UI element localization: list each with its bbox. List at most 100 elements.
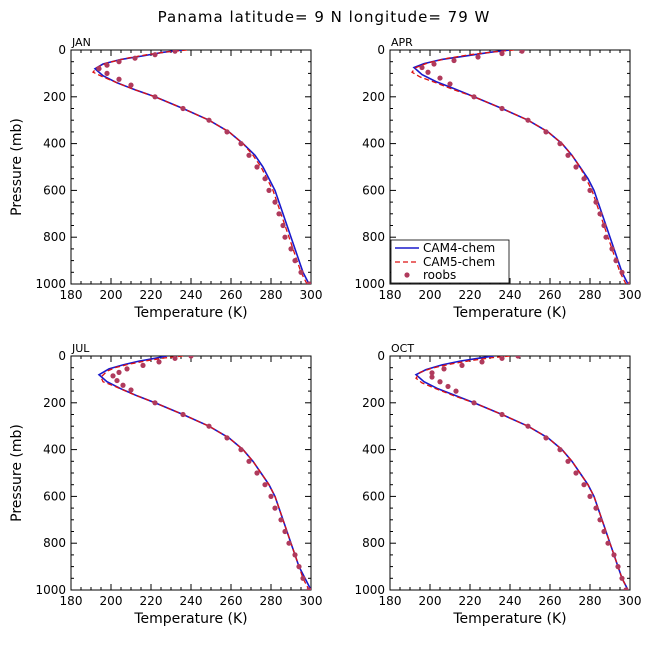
roobs-point bbox=[603, 234, 609, 240]
x-tick-label: 220 bbox=[459, 288, 482, 302]
y-tick-label: 600 bbox=[43, 489, 66, 503]
y-tick-label: 400 bbox=[362, 137, 385, 151]
panel-jan: 180 200 220 240 260 280 300 0 200 400 600 800 1000 JA… bbox=[9, 36, 322, 321]
y-tick-label: 600 bbox=[362, 489, 385, 503]
panel-label: OCT bbox=[391, 342, 414, 355]
roobs-point bbox=[180, 411, 186, 418]
roobs-point bbox=[619, 575, 625, 581]
legend-cam4-label: CAM4-chem bbox=[423, 241, 495, 255]
roobs-point bbox=[132, 55, 138, 61]
roobs-point bbox=[619, 269, 625, 275]
x-tick-label: 180 bbox=[60, 288, 83, 302]
roobs-point bbox=[429, 370, 435, 376]
roobs-point bbox=[515, 356, 521, 359]
x-axis-label: Temperature (K) bbox=[452, 611, 566, 627]
cam5-line bbox=[91, 50, 308, 284]
plot-frame bbox=[389, 355, 631, 591]
y-axis-label: Pressure (mb) bbox=[9, 118, 25, 216]
y-tick-label: 400 bbox=[43, 137, 66, 151]
roobs-point bbox=[519, 50, 525, 54]
roobs-point bbox=[206, 423, 212, 429]
roobs-point bbox=[104, 62, 110, 68]
y-tick-label: 200 bbox=[362, 90, 385, 104]
roobs-point bbox=[451, 57, 457, 64]
x-tick-label: 240 bbox=[499, 288, 522, 302]
roobs-point bbox=[306, 587, 311, 590]
y-tick-label: 800 bbox=[362, 230, 385, 244]
legend-roobs-label: roobs bbox=[423, 268, 456, 282]
roobs-point bbox=[114, 377, 120, 384]
y-tick-label: 600 bbox=[43, 183, 66, 197]
x-tick-label: 260 bbox=[220, 594, 243, 608]
roobs-point bbox=[543, 435, 549, 441]
y-tick-label: 1000 bbox=[35, 583, 66, 597]
roobs-point bbox=[282, 234, 288, 240]
roobs-point bbox=[587, 493, 593, 499]
roobs-point bbox=[543, 129, 549, 135]
roobs-point bbox=[278, 517, 284, 523]
roobs-point bbox=[613, 258, 619, 264]
x-axis-label: Temperature (K) bbox=[452, 305, 566, 321]
roobs-point bbox=[110, 373, 116, 379]
y-tick-label: 400 bbox=[43, 443, 66, 457]
x-tick-label: 220 bbox=[140, 594, 163, 608]
panels: 180 200 220 240 260 280 300 0 200 400 600 800 1000 JA… bbox=[9, 36, 641, 627]
roobs-point bbox=[282, 528, 288, 535]
x-tick-label: 240 bbox=[180, 288, 203, 302]
roobs-point bbox=[453, 388, 459, 394]
y-tick-label: 200 bbox=[43, 396, 66, 410]
y-tick-label: 1000 bbox=[354, 583, 385, 597]
roobs-point bbox=[593, 199, 599, 205]
roobs-point bbox=[441, 366, 447, 372]
roobs-point bbox=[280, 222, 286, 229]
roobs-point bbox=[206, 117, 212, 123]
panel-apr: 180 200 220 240 260 280 300 0 200 400 600 800 1000 AP… bbox=[354, 36, 641, 321]
roobs-point bbox=[573, 164, 579, 170]
plot-frame bbox=[70, 49, 312, 285]
x-tick-label: 200 bbox=[419, 594, 442, 608]
x-tick-label: 220 bbox=[459, 594, 482, 608]
y-tick-label: 1000 bbox=[354, 277, 385, 291]
x-tick-label: 280 bbox=[260, 288, 283, 302]
roobs-point bbox=[272, 199, 278, 205]
legend-cam5-label: CAM5-chem bbox=[423, 255, 495, 269]
x-tick-label: 300 bbox=[300, 288, 323, 302]
roobs-point bbox=[499, 50, 505, 57]
roobs-point bbox=[292, 552, 298, 558]
roobs-point bbox=[288, 246, 294, 252]
x-tick-label: 180 bbox=[60, 594, 83, 608]
roobs-point bbox=[445, 383, 451, 390]
roobs-point bbox=[188, 356, 194, 359]
roobs-point bbox=[471, 400, 477, 406]
roobs-point bbox=[172, 50, 178, 54]
roobs-point bbox=[116, 59, 122, 65]
roobs-point bbox=[296, 564, 302, 570]
y-tick-label: 0 bbox=[58, 349, 66, 363]
roobs-point bbox=[116, 76, 122, 82]
roobs-point bbox=[601, 222, 607, 229]
roobs-point bbox=[597, 517, 603, 523]
panel-oct: 180 200 220 240 260 280 300 0 200 400 600 800 1000 OC… bbox=[354, 342, 641, 627]
series-group bbox=[414, 356, 629, 590]
roobs-point bbox=[180, 105, 186, 112]
x-tick-label: 240 bbox=[499, 594, 522, 608]
roobs-point bbox=[609, 246, 615, 252]
roobs-point bbox=[587, 187, 593, 193]
roobs-point bbox=[238, 141, 244, 147]
x-tick-label: 280 bbox=[579, 594, 602, 608]
roobs-point bbox=[499, 411, 505, 418]
roobs-point bbox=[266, 187, 272, 193]
x-tick-label: 200 bbox=[100, 288, 123, 302]
roobs-point bbox=[262, 482, 268, 488]
roobs-point bbox=[623, 587, 629, 590]
x-tick-label: 200 bbox=[419, 288, 442, 302]
x-tick-label: 260 bbox=[539, 594, 562, 608]
x-tick-label: 260 bbox=[539, 288, 562, 302]
roobs-point bbox=[172, 356, 178, 361]
roobs-point bbox=[124, 366, 130, 372]
legend-box bbox=[390, 239, 510, 284]
roobs-point bbox=[557, 447, 563, 453]
y-tick-label: 400 bbox=[362, 443, 385, 457]
